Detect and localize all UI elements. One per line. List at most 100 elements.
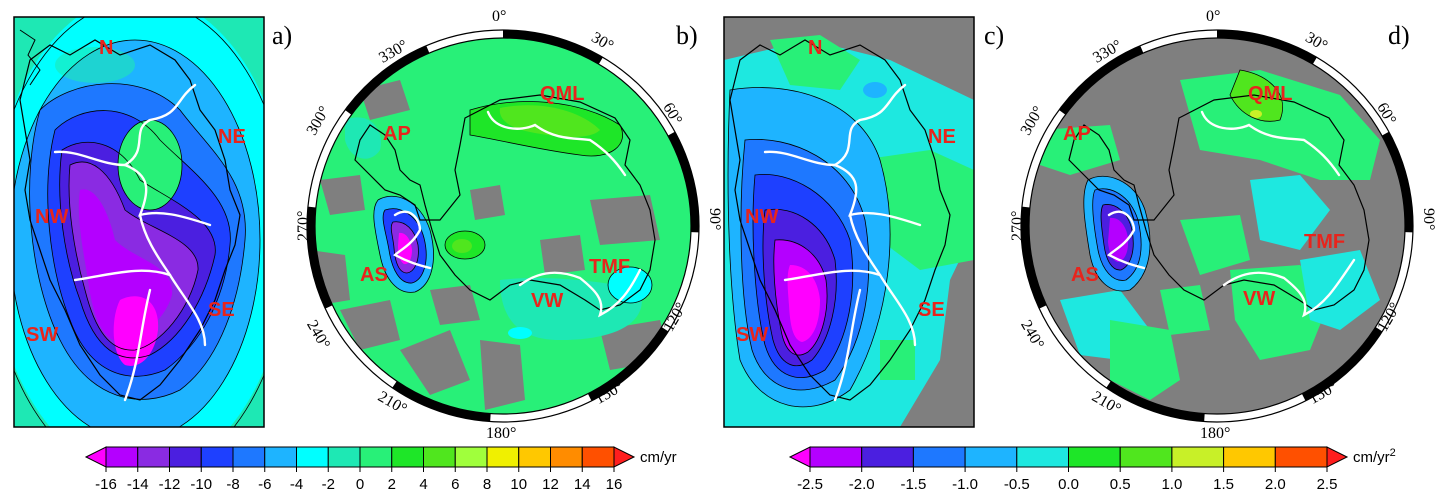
panel-a-region-labels: N NE NW SE SW	[26, 37, 246, 346]
region-label-qml: QML	[540, 83, 584, 105]
colorbar-swatch	[391, 446, 424, 468]
region-label-sw: SW	[26, 324, 58, 346]
region-label-vw: VW	[531, 290, 563, 312]
colorbar-swatch	[423, 446, 456, 468]
lon-label-90: 90°	[706, 208, 723, 230]
panel-d-region-labels: AP QML AS TMF VW	[1063, 83, 1345, 310]
colorbar-rate-unit: cm/yr	[640, 449, 677, 466]
panel-label-c: c)	[984, 21, 1004, 50]
colorbar-tick-label: 1.0	[1161, 476, 1182, 493]
colorbar-swatch	[518, 446, 551, 468]
lon-label-300: 300°	[1017, 103, 1047, 138]
lon-label-300: 300°	[303, 103, 333, 138]
colorbar-swatch	[809, 446, 863, 468]
colorbar-tick-label: 14	[574, 476, 591, 493]
colorbar-swatch	[327, 446, 361, 468]
lon-label-60: 60°	[1373, 100, 1399, 128]
lon-label-180: 180°	[1200, 425, 1230, 442]
colorbar-tick-label: 2.0	[1265, 476, 1286, 493]
region-label-ne: NE	[218, 126, 246, 148]
colorbar-swatch	[137, 446, 170, 468]
colorbar-swatch	[550, 446, 583, 468]
region-label-as: AS	[1071, 264, 1099, 286]
panel-c-map	[724, 17, 974, 427]
colorbar-tick-label: -1.0	[952, 476, 978, 493]
colorbar-swatch	[861, 446, 914, 468]
colorbar-tick-label: 0.0	[1058, 476, 1079, 493]
colorbar-tick-label: -16	[95, 476, 117, 493]
colorbar-acceleration-unit-base: cm/yr	[1353, 449, 1390, 466]
colorbar-tick-label: 12	[542, 476, 559, 493]
colorbar-swatch	[296, 446, 329, 468]
region-label-nw: NW	[35, 206, 68, 228]
lon-label-180: 180°	[486, 425, 516, 442]
colorbar-tick-label: 4	[419, 476, 427, 493]
region-label-qml: QML	[1248, 83, 1292, 105]
colorbar-tick-label: -4	[290, 476, 303, 493]
colorbar-swatch	[486, 446, 520, 468]
colorbar-tick-label: 1.5	[1213, 476, 1234, 493]
panel-b-map	[315, 38, 691, 414]
colorbar-tick-label: -2.0	[849, 476, 875, 493]
colorbar-tick-label: -0.5	[1004, 476, 1030, 493]
colorbar-acceleration: -2.5 -2.0 -1.5 -1.0 -0.5 0.0 0.5 1.0 1.5 2.0 2.5	[788, 446, 1349, 493]
colorbar-tick-label: -12	[159, 476, 181, 493]
colorbar-swatch	[1016, 446, 1069, 468]
colorbar-tick-label: 2.5	[1317, 476, 1338, 493]
colorbar-tick-label: -8	[226, 476, 239, 493]
colorbar-tick-label: 8	[483, 476, 491, 493]
colorbar-swatch	[105, 446, 139, 468]
colorbar-swatch	[964, 446, 1018, 468]
colorbar-tick-label: 16	[606, 476, 623, 493]
colorbar-underflow-triangle	[788, 446, 811, 468]
region-label-sw: SW	[736, 324, 768, 346]
colorbar-swatch	[454, 446, 488, 468]
colorbar-tick-label: 0.5	[1110, 476, 1131, 493]
colorbar-swatch	[169, 446, 202, 468]
panel-label-a: a)	[272, 21, 292, 50]
panel-d-polar-frame	[1020, 29, 1414, 423]
region-label-n: N	[99, 37, 113, 59]
region-label-se: SE	[208, 299, 235, 321]
colorbar-swatch	[1171, 446, 1225, 468]
region-label-ap: AP	[383, 123, 411, 145]
colorbar-tick-label: 6	[451, 476, 459, 493]
colorbar-swatch	[232, 446, 266, 468]
colorbar-tick-label: -10	[190, 476, 212, 493]
colorbar-tick-label: 2	[388, 476, 396, 493]
region-label-se: SE	[918, 299, 945, 321]
colorbar-swatch	[1223, 446, 1276, 468]
colorbar-acceleration-unit: cm/yr2	[1353, 447, 1396, 466]
region-label-ap: AP	[1063, 123, 1091, 145]
region-label-tmf: TMF	[1304, 231, 1345, 253]
lon-label-270: 270°	[1009, 211, 1026, 241]
lon-label-270: 270°	[295, 211, 312, 241]
lon-label-90: 90°	[1420, 208, 1436, 230]
colorbar-swatch	[1068, 446, 1121, 468]
colorbar-swatch	[1274, 446, 1328, 468]
colorbar-tick-label: 10	[510, 476, 527, 493]
colorbar-swatch	[264, 446, 297, 468]
colorbar-tick-label: 0	[356, 476, 364, 493]
lon-label-240: 240°	[303, 317, 333, 352]
colorbar-acceleration-unit-superscript: 2	[1390, 447, 1396, 459]
panel-label-b: b)	[676, 21, 698, 50]
lon-label-0: 0°	[492, 8, 506, 25]
colorbar-overflow-triangle	[1326, 446, 1349, 468]
colorbar-rate: -16 -14 -12 -10 -8 -6 -4 -2 0 2 4 6 8 10 12 14 16	[84, 446, 636, 493]
region-label-vw: VW	[1243, 288, 1275, 310]
panel-c-frame	[723, 16, 975, 428]
lon-label-60: 60°	[659, 100, 685, 128]
region-label-n: N	[808, 37, 822, 59]
colorbar-swatch	[581, 446, 615, 468]
colorbar-tick-label: -1.5	[900, 476, 926, 493]
colorbar-tick-label: -2.5	[797, 476, 823, 493]
region-label-as: AS	[360, 264, 388, 286]
colorbar-underflow-triangle	[84, 446, 107, 468]
lon-label-240: 240°	[1017, 317, 1047, 352]
panel-b-polar-frame	[306, 29, 700, 423]
panel-a-map	[14, 17, 264, 427]
colorbar-swatch	[912, 446, 966, 468]
colorbar-tick-label: -2	[322, 476, 335, 493]
